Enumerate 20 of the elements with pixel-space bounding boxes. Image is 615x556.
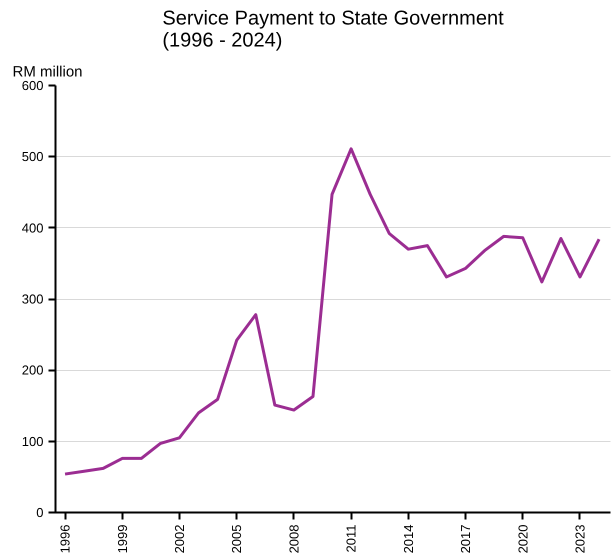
- x-tick-label: 2002: [172, 524, 187, 554]
- y-tick-label: 300: [22, 292, 44, 306]
- y-tick-label: 200: [22, 362, 44, 378]
- line-series: [64, 147, 601, 476]
- y-tick-label: 100: [22, 434, 44, 449]
- y-tick-label: 0: [36, 505, 44, 520]
- x-tick-label: 1996: [58, 524, 73, 554]
- x-tick-label: 2008: [286, 524, 302, 554]
- x-tick-label: 2020: [515, 524, 530, 554]
- x-tick-label: 1999: [114, 524, 130, 554]
- y-tick-label: 600: [22, 78, 44, 93]
- y-tick-label: 500: [22, 149, 44, 164]
- x-tick-label: 2017: [458, 524, 474, 554]
- chart-title: Service Payment to State Government (1996 - 2024): [162, 8, 504, 52]
- y-tick-label: 400: [22, 220, 44, 236]
- x-tick-label: 2005: [229, 524, 244, 554]
- y-axis-title: RM million: [12, 64, 83, 80]
- x-tick-label: 2014: [400, 524, 416, 554]
- x-tick-label: 2023: [572, 524, 588, 554]
- x-tick-label: 2011: [344, 524, 359, 552]
